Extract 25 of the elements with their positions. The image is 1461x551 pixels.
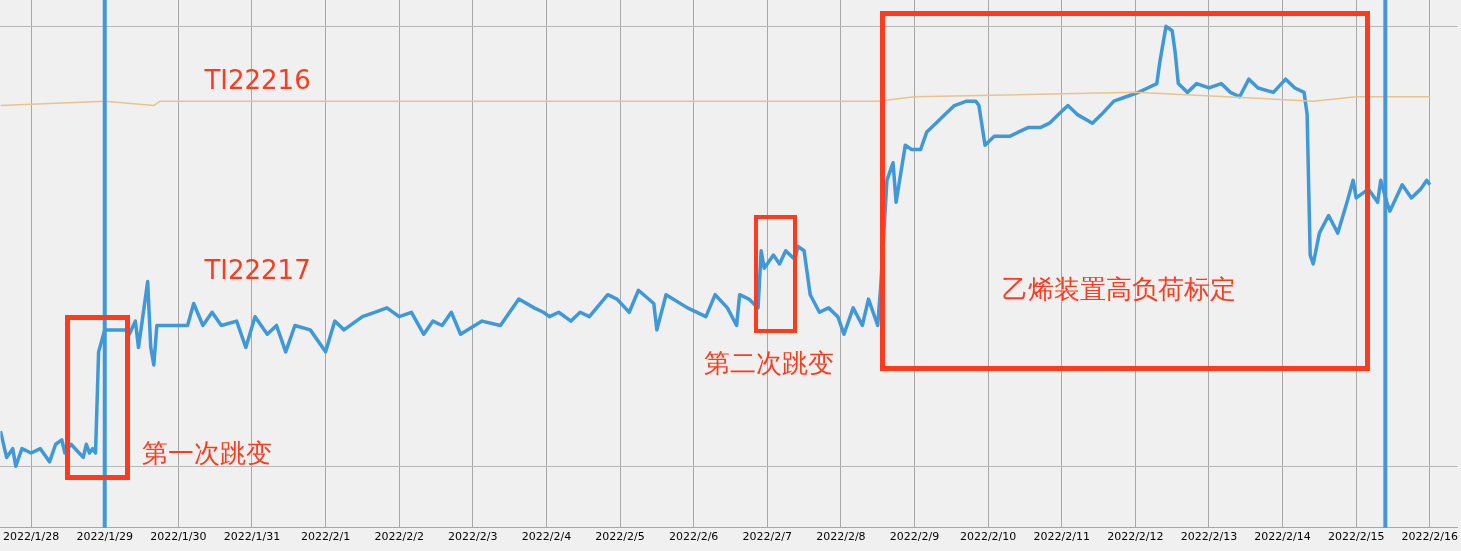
x-tick-label: 2022/2/16: [1401, 530, 1459, 544]
x-tick-label: 2022/2/10: [959, 530, 1017, 544]
x-tick-label: 2022/2/11: [1033, 530, 1090, 544]
series-label: TI22216: [203, 65, 311, 96]
x-tick-label: 2022/2/9: [889, 530, 940, 544]
x-tick-label: 2022/2/8: [816, 530, 866, 544]
x-tick-label: 2022/1/31: [223, 530, 281, 544]
annotation: 第二次跳变: [704, 347, 834, 380]
x-tick-label: 2022/1/29: [76, 530, 133, 544]
annotation: 第一次跳变: [142, 437, 272, 470]
x-tick-label: 2022/2/15: [1327, 530, 1385, 544]
x-tick-label: 2022/1/28: [2, 530, 60, 544]
x-tick-label: 2022/2/4: [521, 530, 572, 544]
x-tick-label: 2022/2/14: [1254, 530, 1311, 544]
x-tick-label: 2022/2/7: [742, 530, 792, 544]
x-tick-label: 2022/1/30: [150, 530, 207, 544]
annotation: 乙烯装置高负荷标定: [1002, 273, 1236, 306]
x-tick-label: 2022/2/12: [1107, 530, 1164, 544]
x-tick-label: 2022/2/1: [300, 530, 351, 544]
x-tick-label: 2022/2/6: [668, 530, 719, 544]
x-tick-label: 2022/2/5: [595, 530, 645, 544]
x-tick-label: 2022/2/2: [374, 530, 424, 544]
series-label: TI22217: [203, 254, 311, 285]
x-tick-label: 2022/2/3: [448, 530, 498, 544]
x-tick-label: 2022/2/13: [1180, 530, 1238, 544]
